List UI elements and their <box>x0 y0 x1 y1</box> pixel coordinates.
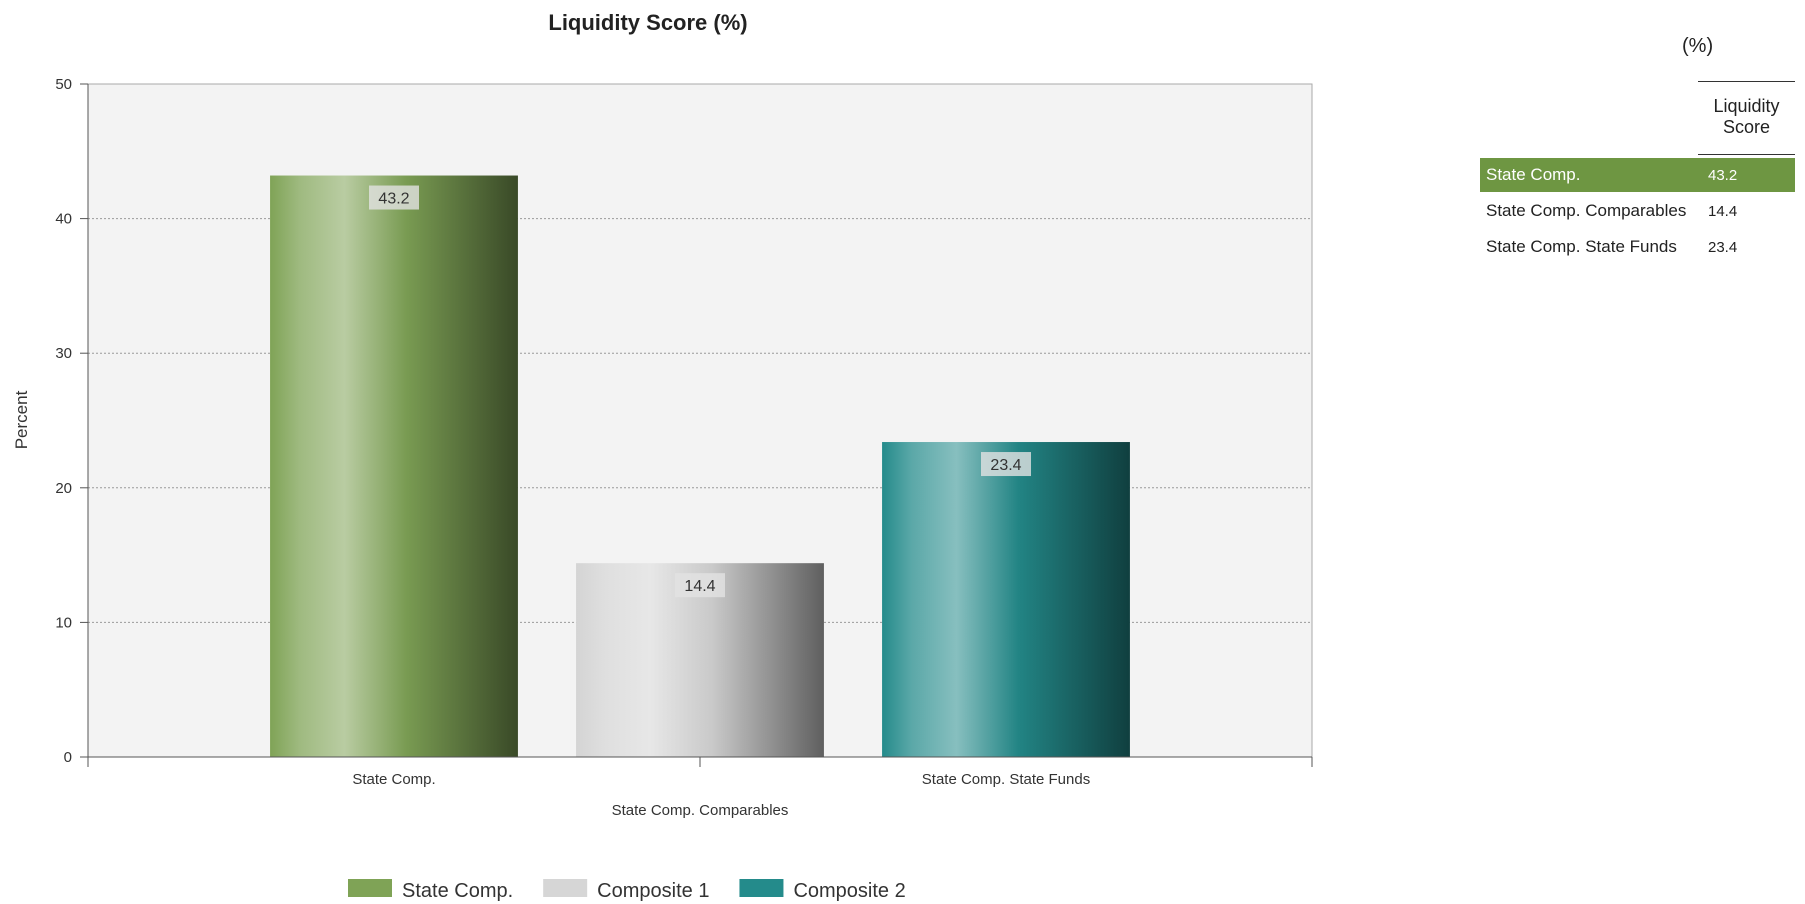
bar <box>882 442 1130 757</box>
y-tick-label: 50 <box>55 76 72 93</box>
table-header-top-rule <box>1698 81 1795 82</box>
table-row: State Comp. State Funds 23.4 <box>1480 230 1795 264</box>
table-row-value: 43.2 <box>1708 166 1738 184</box>
table-row-value: 14.4 <box>1708 202 1738 220</box>
table-row: State Comp. 43.2 <box>1480 158 1795 192</box>
data-label-box <box>675 573 725 598</box>
table-row-value: 23.4 <box>1708 238 1738 256</box>
table-row: State Comp. Comparables 14.4 <box>1480 194 1795 228</box>
y-tick-label: 40 <box>55 211 72 228</box>
y-tick-label: 30 <box>55 345 72 362</box>
data-label-box <box>369 185 419 210</box>
y-tick-label: 10 <box>55 614 72 631</box>
y-tick-label: 20 <box>55 480 72 497</box>
data-label: 43.2 <box>378 191 409 208</box>
legend-label: Composite 1 <box>597 880 709 902</box>
data-label-box <box>981 452 1031 477</box>
x-category-label: State Comp. Comparables <box>612 802 789 819</box>
bar <box>270 175 518 757</box>
legend-label: Composite 2 <box>793 880 905 902</box>
legend-label: State Comp. <box>402 880 513 902</box>
y-tick-label: 0 <box>64 749 72 766</box>
table-row-name: State Comp. <box>1486 165 1581 184</box>
data-label: 23.4 <box>990 457 1021 474</box>
y-axis-label: Percent <box>12 390 31 449</box>
table-row-name: State Comp. State Funds <box>1486 237 1677 256</box>
x-category-label: State Comp. <box>352 771 435 788</box>
table-column-header: Liquidity Score <box>1713 96 1780 137</box>
table-header-bottom-rule <box>1698 154 1795 155</box>
table-row-name: State Comp. Comparables <box>1486 201 1687 220</box>
legend-swatch <box>739 879 784 897</box>
data-label: 14.4 <box>684 578 715 595</box>
x-category-label: State Comp. State Funds <box>922 771 1090 788</box>
legend-swatch <box>543 879 588 897</box>
chart-title: Liquidity Score (%) <box>548 10 747 35</box>
legend-swatch <box>348 879 392 897</box>
table-unit-label: (%) <box>1682 35 1714 57</box>
